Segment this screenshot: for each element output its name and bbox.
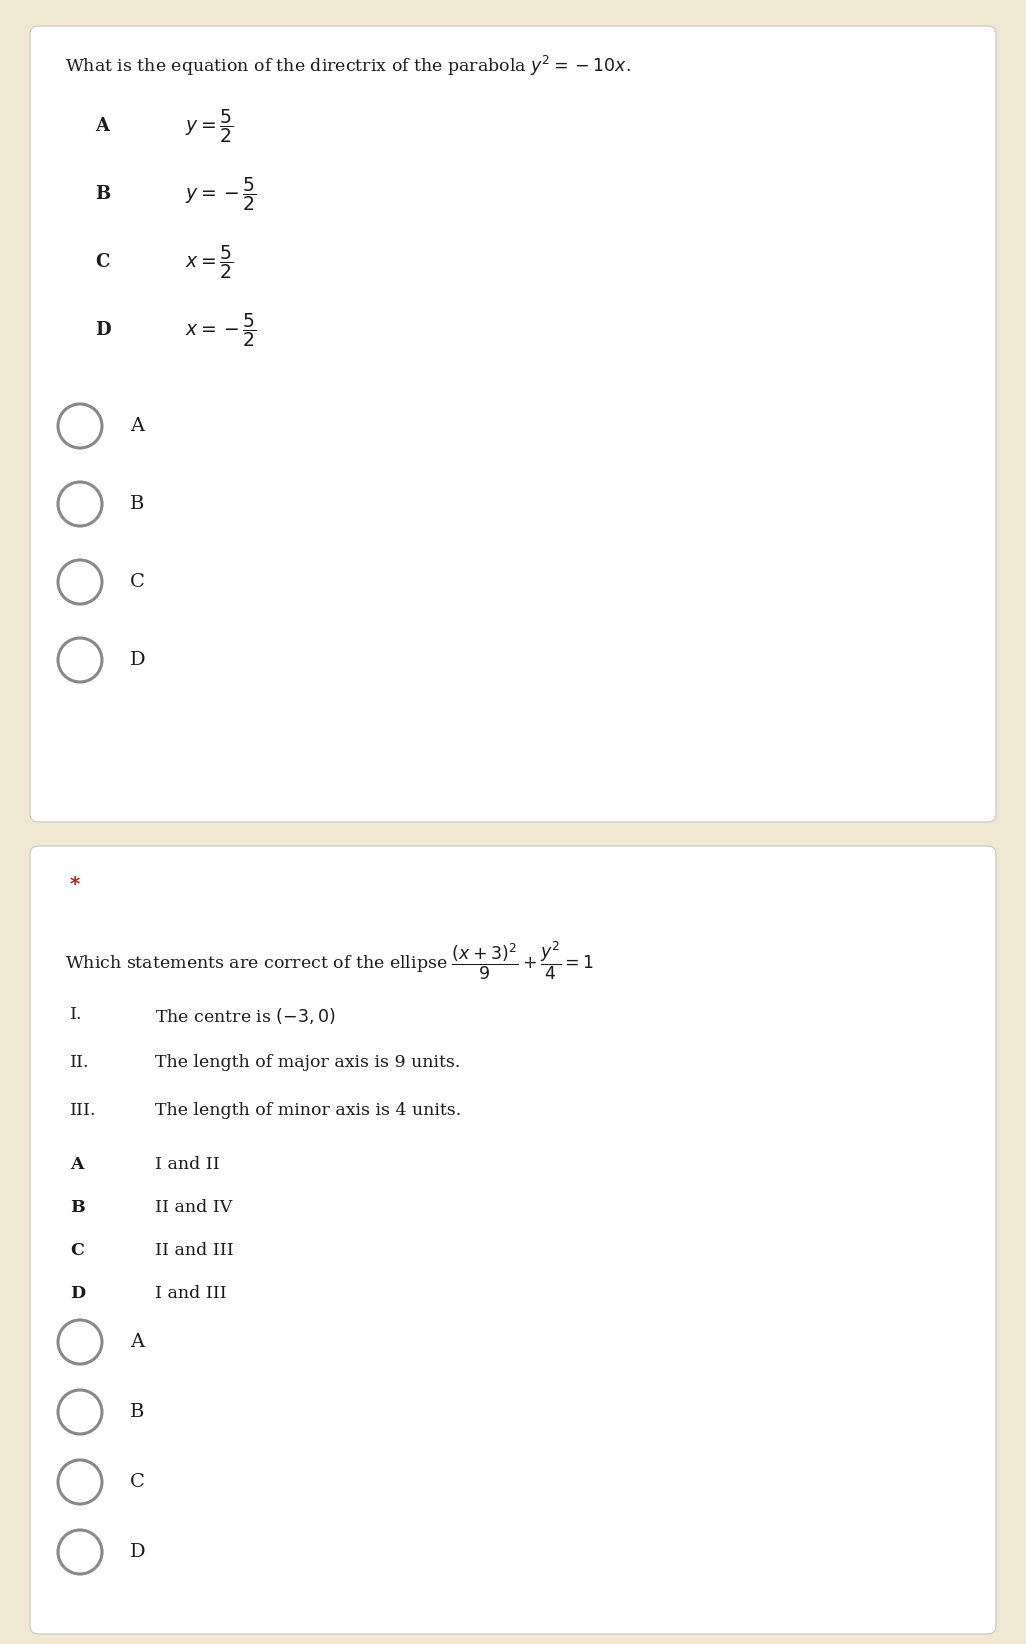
Text: D: D [95, 321, 111, 339]
Text: $x = \dfrac{5}{2}$: $x = \dfrac{5}{2}$ [185, 243, 234, 281]
Text: What is the equation of the directrix of the parabola $y^2 = -10x$.: What is the equation of the directrix of… [65, 54, 631, 79]
Text: B: B [95, 186, 110, 202]
Text: III.: III. [70, 1101, 96, 1120]
Circle shape [58, 1389, 102, 1434]
Text: D: D [130, 1544, 146, 1562]
Text: II.: II. [70, 1054, 89, 1070]
Text: I and II: I and II [155, 1156, 220, 1174]
Text: D: D [130, 651, 146, 669]
Text: C: C [70, 1241, 84, 1259]
Text: B: B [70, 1198, 85, 1217]
Text: The centre is $(-3, 0)$: The centre is $(-3, 0)$ [155, 1006, 336, 1026]
Text: B: B [130, 495, 145, 513]
Text: Which statements are correct of the ellipse $\dfrac{(x+3)^2}{9} + \dfrac{y^2}{4}: Which statements are correct of the elli… [65, 939, 594, 981]
Circle shape [58, 638, 102, 682]
Text: II and IV: II and IV [155, 1198, 232, 1217]
Text: A: A [130, 418, 144, 436]
Text: A: A [95, 117, 109, 135]
Circle shape [58, 561, 102, 603]
Text: $x = -\dfrac{5}{2}$: $x = -\dfrac{5}{2}$ [185, 311, 256, 349]
Text: B: B [130, 1402, 145, 1420]
Text: C: C [130, 574, 145, 590]
Text: $y = -\dfrac{5}{2}$: $y = -\dfrac{5}{2}$ [185, 174, 256, 214]
Text: *: * [70, 876, 80, 894]
Text: A: A [130, 1333, 144, 1351]
Text: I.: I. [70, 1006, 82, 1023]
Text: II and III: II and III [155, 1241, 234, 1259]
Text: A: A [70, 1156, 83, 1174]
Text: D: D [70, 1286, 85, 1302]
Circle shape [58, 1531, 102, 1573]
Circle shape [58, 1320, 102, 1365]
Text: The length of minor axis is 4 units.: The length of minor axis is 4 units. [155, 1101, 462, 1120]
Text: C: C [95, 253, 110, 271]
Circle shape [58, 482, 102, 526]
Text: The length of major axis is 9 units.: The length of major axis is 9 units. [155, 1054, 461, 1070]
Text: I and III: I and III [155, 1286, 227, 1302]
FancyBboxPatch shape [30, 26, 996, 822]
Text: C: C [130, 1473, 145, 1491]
Text: $y = \dfrac{5}{2}$: $y = \dfrac{5}{2}$ [185, 107, 234, 145]
Circle shape [58, 404, 102, 449]
FancyBboxPatch shape [30, 847, 996, 1634]
Circle shape [58, 1460, 102, 1504]
